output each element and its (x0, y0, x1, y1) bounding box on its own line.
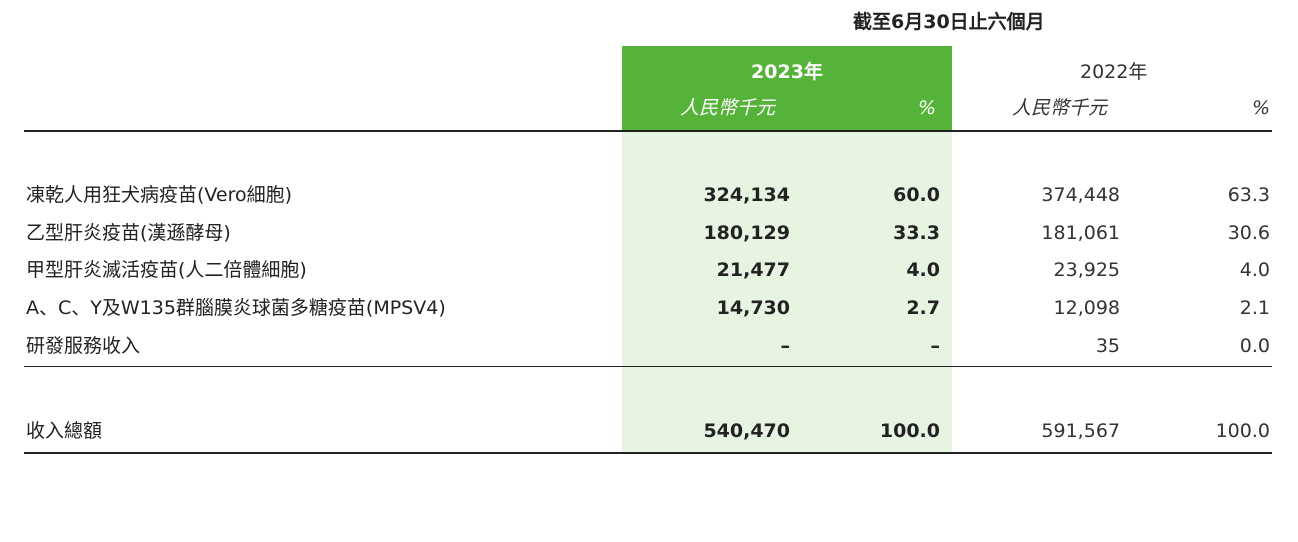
row-pct-2022: 0.0 (1239, 335, 1270, 357)
row-value-2022: 35 (1095, 335, 1120, 357)
header-divider (24, 130, 1272, 132)
row-pct-2023: 2.7 (906, 297, 940, 319)
row-value-2022: 23,925 (1053, 259, 1120, 281)
row-value-2023: 21,477 (716, 259, 790, 281)
total-value-2023: 540,470 (703, 420, 790, 442)
row-pct-2022: 63.3 (1227, 184, 1270, 206)
year-2023-heading: 2023年 (751, 61, 823, 83)
total-value-2022: 591,567 (1041, 420, 1120, 442)
unit-2022-heading: 人民幣千元 (1012, 97, 1108, 119)
row-value-2022: 181,061 (1041, 222, 1120, 244)
total-pct-2022: 100.0 (1215, 420, 1270, 442)
row-pct-2023: 33.3 (893, 222, 940, 244)
period-heading: 截至6月30日止六個月 (853, 11, 1045, 33)
row-label: 凍乾人用狂犬病疫苗(Vero細胞) (26, 184, 293, 206)
row-label: 甲型肝炎滅活疫苗(人二倍體細胞) (26, 259, 307, 281)
highlight-2023-header (622, 46, 952, 130)
row-value-2023: 14,730 (716, 297, 790, 319)
total-label: 收入總額 (26, 420, 103, 442)
row-pct-2023: – (930, 335, 941, 357)
pct-2023-heading: % (917, 97, 936, 119)
subtotal-divider (24, 366, 1272, 367)
total-divider (24, 452, 1272, 454)
year-2022-heading: 2022年 (1080, 61, 1148, 83)
row-pct-2022: 4.0 (1239, 259, 1270, 281)
row-label: A、C、Y及W135群腦膜炎球菌多糖疫苗(MPSV4) (26, 297, 446, 319)
unit-2023-heading: 人民幣千元 (680, 97, 776, 119)
row-value-2023: 180,129 (703, 222, 790, 244)
pct-2022-heading: % (1251, 97, 1270, 119)
row-value-2022: 12,098 (1053, 297, 1120, 319)
row-pct-2022: 2.1 (1239, 297, 1270, 319)
row-value-2023: 324,134 (703, 184, 790, 206)
row-pct-2023: 60.0 (893, 184, 940, 206)
total-pct-2023: 100.0 (879, 420, 940, 442)
highlight-2023-column (622, 130, 952, 452)
row-pct-2022: 30.6 (1227, 222, 1270, 244)
row-label: 乙型肝炎疫苗(漢遜酵母) (26, 222, 231, 244)
row-label: 研發服務收入 (26, 335, 141, 357)
row-value-2023: – (780, 335, 791, 357)
row-pct-2023: 4.0 (906, 259, 940, 281)
row-value-2022: 374,448 (1041, 184, 1120, 206)
